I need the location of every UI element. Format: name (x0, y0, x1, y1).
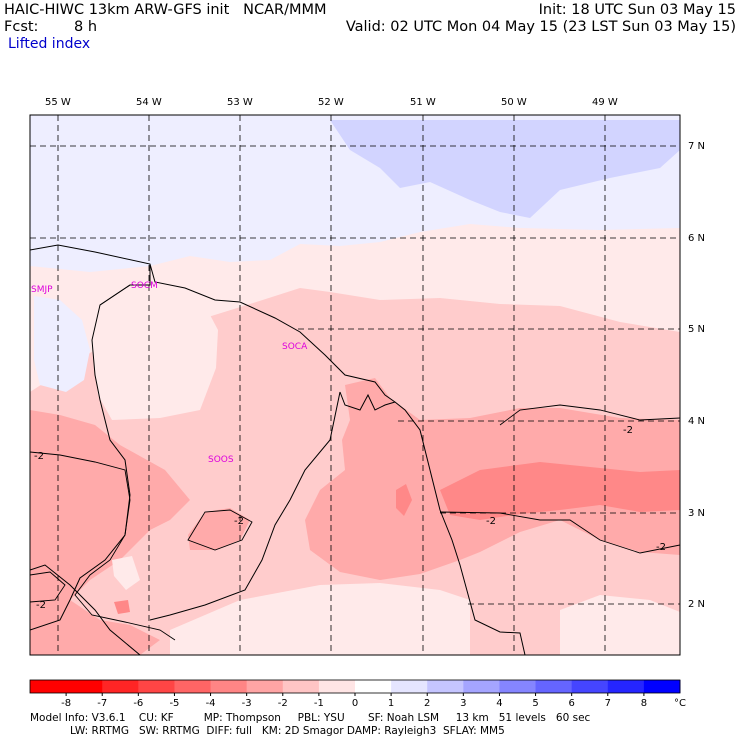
colorbar-cell (427, 680, 464, 693)
colorbar-cell (391, 680, 428, 693)
field-fill-very-light-pink-south (170, 583, 470, 655)
river-mouth (339, 391, 396, 411)
field-fill-dark-pink-sw (114, 600, 130, 614)
colorbar-cell (355, 680, 392, 693)
colorbar-cell (102, 680, 139, 693)
station-soca: SOCA (282, 342, 308, 352)
border-brazil (30, 564, 141, 655)
colorbar-tick-label: 5 (532, 698, 538, 709)
colorbar-tick-label: 4 (496, 698, 502, 709)
colorbar: -8 -7 -6 -5 -4 -3 -2 -1 0 1 2 3 4 5 6 7 8 °C (29, 679, 686, 709)
colorbar-cell (607, 680, 645, 693)
model-info-line2: LW: RRTMG SW: RRTMG DIFF: full KM: 2D Sm… (70, 725, 505, 737)
field-fill-dark-pink-patch (396, 484, 412, 516)
contour-line-west (30, 451, 176, 641)
contour-label: -2 (623, 425, 633, 436)
colorbar-cell (66, 680, 103, 693)
colorbar-tick-label: 0 (352, 698, 358, 709)
lat-label-3n: 3 N (688, 508, 706, 519)
colorbar-tick-label: -5 (169, 698, 179, 709)
station-smjp: SMJP (31, 285, 53, 295)
field-fill-pink-blob (188, 508, 250, 550)
colorbar-tick-label: -7 (97, 698, 107, 709)
colorbar-tick-label: 6 (568, 698, 574, 709)
colorbar-tick-label: 3 (460, 698, 466, 709)
field-name: Lifted index (8, 36, 91, 52)
field-fill-light-pocket-sw (112, 556, 140, 590)
colorbar-tick-label: -6 (133, 698, 143, 709)
station-soos: SOOS (208, 455, 234, 465)
colorbar-cell (318, 680, 356, 693)
colorbar-cell (643, 680, 681, 693)
field-fill-very-light-blue-west (34, 296, 90, 392)
colorbar-tick-label: 8 (641, 698, 647, 709)
contour-line-northeast (499, 404, 680, 426)
colorbar-tick-label: -8 (61, 698, 71, 709)
contour-label: -2 (36, 600, 46, 611)
colorbar-tick-label: 7 (605, 698, 611, 709)
forecast-hour: 8 h (74, 19, 98, 35)
valid-time: Valid: 02 UTC Mon 04 May 15 (23 LST Sun … (345, 19, 736, 35)
colorbar-cell (571, 680, 609, 693)
field-fill-light-blue (330, 120, 680, 218)
colorbar-cell (210, 680, 248, 693)
station-socm: SOCM (131, 281, 158, 291)
lon-label-53w: 53 W (227, 97, 253, 108)
lon-label-54w: 54 W (136, 97, 162, 108)
colorbar-cell (30, 680, 67, 693)
contour-label: -2 (486, 516, 496, 527)
colorbar-cell (282, 680, 320, 693)
lon-label-52w: 52 W (318, 97, 344, 108)
model-title: HAIC-HIWC 13km ARW-GFS init NCAR/MMM (4, 2, 327, 18)
colorbar-unit: °C (674, 698, 686, 709)
lat-label-5n: 5 N (688, 324, 706, 335)
lat-label-7n: 7 N (688, 141, 706, 152)
colorbar-cell (246, 680, 284, 693)
coastline (30, 244, 526, 655)
lon-label-51w: 51 W (410, 97, 436, 108)
lon-label-55w: 55 W (45, 97, 71, 108)
contour-line-southwest (30, 571, 66, 603)
contour-label: -2 (656, 542, 666, 553)
forecast-label: Fcst: (4, 19, 39, 35)
colorbar-cell (138, 680, 175, 693)
contour-label: -2 (34, 451, 44, 462)
field-fill-pink-west (30, 410, 190, 655)
colorbar-cell (535, 680, 573, 693)
lon-label-49w: 49 W (592, 97, 618, 108)
contour-line-blob (187, 509, 253, 551)
colorbar-tick-label: -3 (242, 698, 252, 709)
contour-label: -2 (234, 516, 244, 527)
field-fill-dark-pink-east (440, 462, 680, 520)
border-segment (99, 284, 131, 306)
border-french-guiana (149, 391, 341, 621)
colorbar-tick-label: -4 (206, 698, 216, 709)
lat-label-4n: 4 N (688, 416, 706, 427)
colorbar-cell (174, 680, 212, 693)
colorbar-cell (463, 680, 500, 693)
colorbar-tick-label: 1 (388, 698, 394, 709)
colorbar-cell (499, 680, 537, 693)
init-time: Init: 18 UTC Sun 03 May 15 (538, 2, 736, 18)
field-fill-very-light-pink-west (92, 296, 218, 420)
lat-label-6n: 6 N (688, 233, 706, 244)
map-frame (29, 114, 681, 656)
colorbar-tick-label: 2 (424, 698, 430, 709)
field-fill-very-light-pink-southeast (560, 595, 680, 655)
lat-label-2n: 2 N (688, 599, 706, 610)
lon-label-50w: 50 W (501, 97, 527, 108)
colorbar-tick-label: -2 (278, 698, 288, 709)
model-info-line1: Model Info: V3.6.1 CU: KF MP: Thompson P… (30, 712, 591, 724)
colorbar-tick-label: -1 (314, 698, 324, 709)
